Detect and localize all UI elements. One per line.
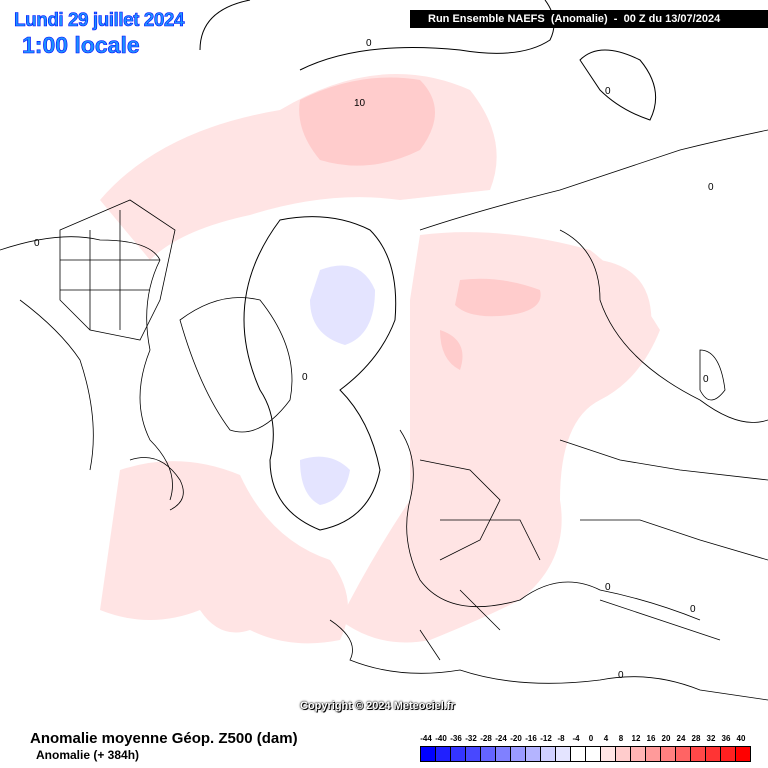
colorbar-label: -44: [420, 734, 432, 743]
colorbar-swatch: [466, 747, 481, 761]
contour-label-zero: 0: [690, 604, 696, 615]
colorbar-label: -24: [495, 734, 507, 743]
run-banner: Run Ensemble NAEFS (Anomalie) - 00 Z du …: [410, 10, 768, 28]
colorbar-label: 24: [676, 734, 686, 743]
contour-label-zero: 0: [605, 582, 611, 593]
colorbar-swatch: [601, 747, 616, 761]
colorbar-label: -20: [510, 734, 522, 743]
colorbar-label: 20: [661, 734, 671, 743]
colorbar: [420, 746, 751, 762]
colorbar-swatch: [571, 747, 586, 761]
contour-labels: 0 10 0 0 0 0 0 0 0 0: [34, 38, 714, 681]
colorbar-label: -4: [572, 734, 580, 743]
colorbar-label: -12: [540, 734, 552, 743]
contour-label-zero: 0: [34, 238, 40, 249]
colorbar-swatch: [661, 747, 676, 761]
colorbar-swatch: [526, 747, 541, 761]
colorbar-swatch: [691, 747, 706, 761]
contour-label-zero: 0: [618, 670, 624, 681]
contour-label-zero: 0: [366, 38, 372, 49]
colorbar-swatch: [436, 747, 451, 761]
forecast-date: Lundi 29 juillet 2024: [14, 10, 185, 32]
colorbar-label: 36: [721, 734, 731, 743]
colorbar-label: 4: [603, 734, 609, 743]
colorbar-label: 12: [631, 734, 641, 743]
colorbar-swatch: [541, 747, 556, 761]
colorbar-swatch: [646, 747, 661, 761]
colorbar-label: -8: [557, 734, 565, 743]
copyright: Copyright © 2024 Meteociel.fr: [300, 700, 455, 712]
contour-label-zero: 0: [703, 374, 709, 385]
colorbar-swatch: [451, 747, 466, 761]
colorbar-labels: -44 -40 -36 -32 -28 -24 -20 -16 -12 -8 -4 0 4 8 12 16 20…: [414, 734, 754, 744]
colorbar-label: 40: [736, 734, 746, 743]
colorbar-label: -36: [450, 734, 462, 743]
colorbar-swatch: [556, 747, 571, 761]
contour-label-ten: 10: [354, 98, 366, 109]
map-title: Anomalie moyenne Géop. Z500 (dam): [30, 730, 298, 747]
colorbar-label: -28: [480, 734, 492, 743]
forecast-time: 1:00 locale: [22, 32, 140, 59]
colorbar-label: 8: [618, 734, 624, 743]
colorbar-swatch: [586, 747, 601, 761]
colorbar-swatch: [496, 747, 511, 761]
colorbar-swatch: [721, 747, 736, 761]
colorbar-label: -32: [465, 734, 477, 743]
contour-label-zero: 0: [605, 86, 611, 97]
colorbar-label: 28: [691, 734, 701, 743]
colorbar-swatch: [631, 747, 646, 761]
colorbar-swatch: [676, 747, 691, 761]
contour-label-zero: 0: [302, 372, 308, 383]
contour-label-zero: 0: [708, 182, 714, 193]
colorbar-label: -16: [525, 734, 537, 743]
colorbar-label: 0: [588, 734, 594, 743]
map-subtitle: Anomalie (+ 384h): [36, 748, 140, 762]
colorbar-swatch: [421, 747, 436, 761]
colorbar-label: 16: [646, 734, 656, 743]
colorbar-label: 32: [706, 734, 716, 743]
colorbar-swatch: [706, 747, 721, 761]
negative-anomaly-areas: [300, 265, 375, 505]
coastlines: [0, 129, 768, 701]
colorbar-swatch: [481, 747, 496, 761]
colorbar-swatch: [616, 747, 631, 761]
colorbar-label: -40: [435, 734, 447, 743]
stronger-positive-areas: [299, 77, 541, 370]
colorbar-swatch: [736, 747, 750, 761]
colorbar-swatch: [511, 747, 526, 761]
